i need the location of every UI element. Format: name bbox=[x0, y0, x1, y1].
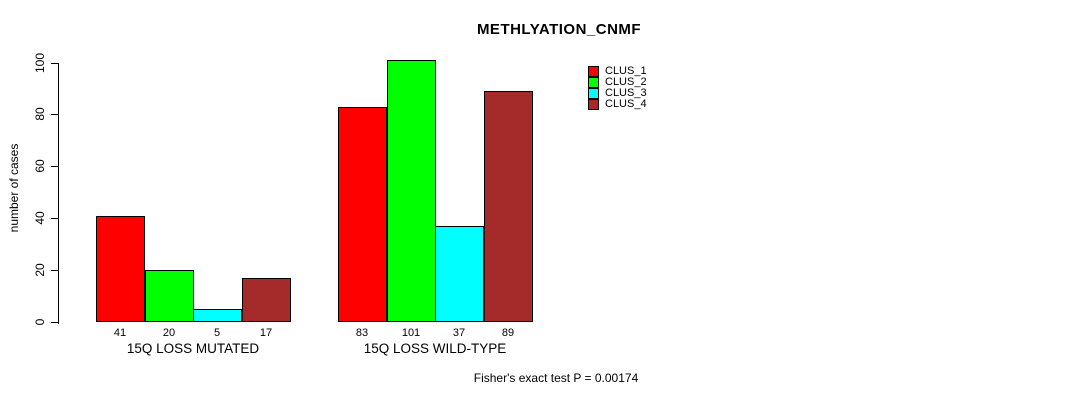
legend-swatch-clus_1 bbox=[588, 66, 599, 77]
y-tick-label: 100 bbox=[33, 52, 47, 74]
legend-label-clus_1: CLUS_1 bbox=[605, 65, 647, 77]
bar-value-label: 20 bbox=[162, 327, 176, 339]
y-tick-label: 60 bbox=[33, 159, 47, 173]
legend-swatch-clus_3 bbox=[588, 88, 599, 99]
bar-clus_4-1 bbox=[242, 278, 291, 322]
bar-value-label: 5 bbox=[213, 327, 221, 339]
bar-value-label: 83 bbox=[355, 327, 369, 339]
category-label: 15Q LOSS WILD-TYPE bbox=[363, 341, 507, 356]
bar-clus_1-2 bbox=[338, 107, 387, 322]
bar-value-label: 101 bbox=[401, 327, 421, 339]
legend-swatch-clus_2 bbox=[588, 77, 599, 88]
y-tick-label: 20 bbox=[33, 263, 47, 277]
y-tick-mark bbox=[51, 114, 58, 115]
bar-value-label: 37 bbox=[452, 327, 466, 339]
bar-clus_3-2 bbox=[435, 226, 484, 322]
y-tick-label: 40 bbox=[33, 211, 47, 225]
chart-title: METHLYATION_CNMF bbox=[476, 21, 642, 38]
y-tick-mark bbox=[51, 270, 58, 271]
bar-value-label: 17 bbox=[259, 327, 273, 339]
y-tick-mark bbox=[51, 322, 58, 323]
bar-clus_3-1 bbox=[193, 309, 242, 322]
y-tick-mark bbox=[51, 166, 58, 167]
y-axis-label: number of cases bbox=[7, 143, 21, 233]
fisher-test-annotation: Fisher's exact test P = 0.00174 bbox=[473, 371, 639, 385]
legend-label-clus_2: CLUS_2 bbox=[605, 76, 647, 88]
y-tick-mark bbox=[51, 218, 58, 219]
bar-clus_2-2 bbox=[387, 60, 436, 322]
bar-value-label: 89 bbox=[501, 327, 515, 339]
y-tick-label: 0 bbox=[33, 318, 47, 326]
y-tick-label: 80 bbox=[33, 107, 47, 121]
y-axis-line bbox=[58, 63, 59, 324]
legend-label-clus_3: CLUS_3 bbox=[605, 87, 647, 99]
bar-clus_1-1 bbox=[96, 216, 145, 322]
bar-clus_2-1 bbox=[145, 270, 194, 322]
legend-label-clus_4: CLUS_4 bbox=[605, 98, 647, 110]
y-tick-mark bbox=[51, 63, 58, 64]
bar-value-label: 41 bbox=[113, 327, 127, 339]
category-label: 15Q LOSS MUTATED bbox=[126, 341, 260, 356]
bar-clus_4-2 bbox=[484, 91, 533, 322]
legend-swatch-clus_4 bbox=[588, 99, 599, 110]
